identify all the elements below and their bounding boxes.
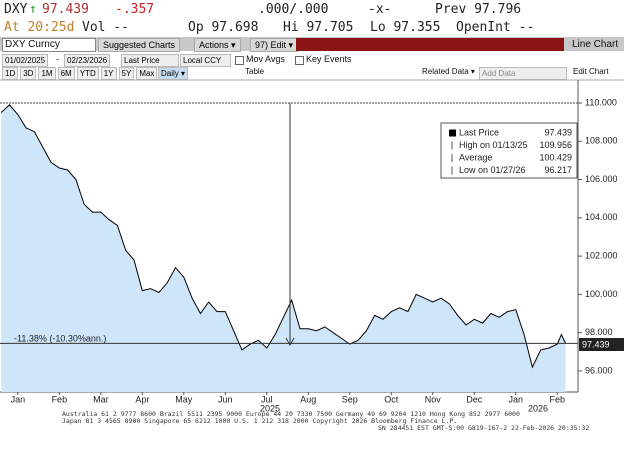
actions[interactable]: Actions ▾: [194, 38, 241, 52]
open-int: OpenInt --: [456, 20, 535, 35]
legend-value: 100.429: [539, 152, 572, 162]
suggested-charts[interactable]: Suggested Charts: [98, 38, 181, 52]
bid-ask: .000/.000: [258, 2, 329, 17]
legend-value: 97.439: [544, 127, 572, 137]
performance: -11.38% (-10.30%ann.): [14, 333, 106, 343]
high: Hi 97.705: [283, 20, 354, 35]
x-tick-label: Feb: [52, 394, 68, 404]
x-tick-label: May: [175, 394, 193, 404]
y-tick-label: 100.000: [585, 289, 618, 299]
currency[interactable]: Local CCY: [180, 54, 231, 67]
y-tick-label: 108.000: [585, 136, 618, 146]
legend-label: Low on 01/27/26: [459, 165, 526, 175]
legend-label: High on 01/13/25: [459, 140, 528, 150]
prev: Prev 97.796: [435, 2, 522, 17]
legend-label: Last Price: [459, 127, 499, 137]
y-tick-label: 110.000: [585, 97, 617, 107]
period-button[interactable]: 1Y: [100, 67, 117, 80]
last-label: 97.439: [582, 339, 610, 349]
x-tick-label: Feb: [549, 394, 565, 404]
start-date[interactable]: 01/02/2025: [2, 54, 49, 67]
footer-line: Japan 81 3 4565 8900 Singapore 65 6212 1…: [62, 417, 458, 425]
date-sep: -: [56, 54, 59, 64]
x-tick-label: Jan: [509, 394, 524, 404]
y-tick-label: 102.000: [585, 250, 618, 260]
legend-value: 109.956: [539, 140, 572, 150]
legend-box: [440, 122, 578, 179]
x-tick-label: Dec: [466, 394, 483, 404]
security-box[interactable]: DXY Curncy: [2, 38, 96, 52]
period-button[interactable]: 6M: [57, 67, 75, 80]
legend-swatch: [449, 129, 456, 137]
x-tick-label: Mar: [93, 394, 109, 404]
y-tick-label: 98.000: [585, 327, 613, 337]
area: [1, 104, 566, 393]
legend-value: 96.217: [544, 165, 572, 175]
change: -.357: [115, 2, 155, 17]
crosshair-arrow: [285, 337, 295, 347]
footer-line: Australia 61 2 9777 8600 Brazil 5511 239…: [62, 410, 520, 418]
title-bar: [296, 38, 564, 51]
x-tick-label: Oct: [384, 394, 399, 404]
table[interactable]: Table: [245, 67, 265, 76]
periods: 1D 3D 1M 6M YTD 1Y 5Y Max: [2, 67, 158, 80]
x-tick-label: Jul: [261, 394, 273, 404]
period-button[interactable]: 5Y: [118, 67, 135, 80]
vol: Vol --: [82, 20, 129, 35]
line: [0, 104, 567, 369]
mov-avgs: Mov Avgs: [246, 54, 285, 64]
low: Lo 97.355: [370, 20, 441, 35]
period-button[interactable]: 3D: [20, 67, 37, 80]
spread: -x-: [368, 2, 392, 17]
time: At 20:25d: [4, 20, 75, 35]
checkbox[interactable]: [295, 56, 304, 65]
y-tick-label: 106.000: [585, 174, 618, 184]
checkbox[interactable]: [235, 56, 244, 65]
arrow: ↑: [29, 2, 37, 17]
x-tick-label: Apr: [135, 394, 149, 404]
legend-label: Average: [459, 152, 492, 162]
y-tick-label: 96.000: [585, 365, 613, 375]
y-tick-label: 104.000: [585, 212, 618, 222]
x-tick-label: Aug: [300, 394, 316, 404]
key-events: Key Events: [306, 54, 352, 64]
x-tick-label: Sep: [342, 394, 358, 404]
edit[interactable]: 97) Edit ▾: [250, 38, 299, 52]
field[interactable]: Last Price: [121, 54, 179, 67]
open: Op 97.698: [188, 20, 259, 35]
footer-line: SN 284451 EST GMT-5:00 G819-167-2 22-Feb…: [378, 424, 590, 432]
last-badge: [579, 338, 624, 351]
x-tick-label: Jun: [218, 394, 233, 404]
year-label: 2025: [260, 403, 280, 413]
x-tick-label: Nov: [425, 394, 442, 404]
end-date[interactable]: 02/23/2026: [64, 54, 111, 67]
price: 97.439: [42, 2, 89, 17]
chart-type: Line Chart: [572, 39, 619, 50]
related-data[interactable]: Related Data ▾: [422, 67, 475, 76]
year-label: 2026: [528, 403, 548, 413]
x-tick-label: Jan: [11, 394, 26, 404]
edit-chart[interactable]: Edit Chart: [573, 67, 609, 76]
ticker: DXY: [4, 2, 28, 17]
